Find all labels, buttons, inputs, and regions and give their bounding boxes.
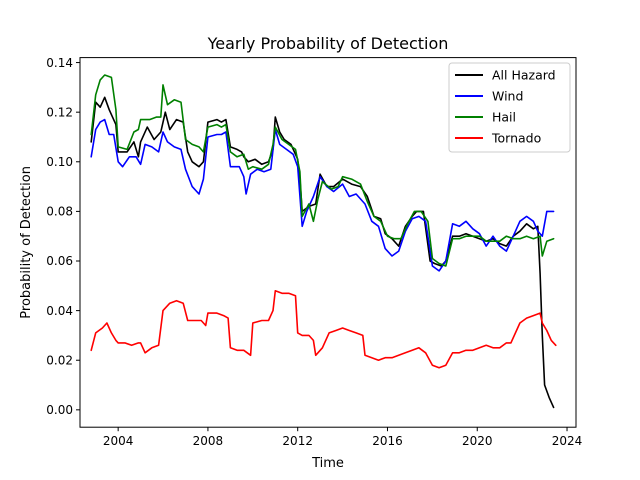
- y-tick-label: 0.04: [46, 304, 73, 318]
- y-tick-label: 0.06: [46, 254, 73, 268]
- x-tick-label: 2008: [193, 434, 224, 448]
- legend-label-tornado: Tornado: [491, 131, 541, 146]
- legend-frame: [448, 62, 571, 153]
- series-line-tornado: [90, 289, 557, 369]
- legend-label-all-hazard: All Hazard: [492, 68, 556, 83]
- y-tick-label: 0.02: [46, 353, 73, 367]
- chart-title: Yearly Probability of Detection: [207, 34, 449, 53]
- series-line-hail: [90, 74, 555, 267]
- series-line-wind: [90, 118, 555, 272]
- x-tick-label: 2016: [372, 434, 403, 448]
- legend: All Hazard Wind Hail Tornado: [448, 62, 571, 153]
- y-tick-label: 0.08: [46, 205, 73, 219]
- y-tick-label: 0.10: [46, 155, 73, 169]
- x-tick-label: 2020: [462, 434, 493, 448]
- y-tick-label: 0.14: [46, 56, 73, 70]
- legend-entries: All Hazard Wind Hail Tornado: [455, 68, 556, 146]
- legend-label-hail: Hail: [492, 110, 516, 125]
- x-tick-label: 2012: [282, 434, 313, 448]
- x-tick-label: 2024: [552, 434, 583, 448]
- y-tick-label: 0.00: [46, 403, 73, 417]
- plot-area: [79, 57, 577, 428]
- x-axis: 2004 2008 2012 2016 2020 2024: [103, 427, 582, 448]
- legend-label-wind: Wind: [492, 89, 523, 104]
- y-tick-label: 0.12: [46, 105, 73, 119]
- x-axis-label: Time: [311, 456, 344, 471]
- series-layer: [90, 74, 557, 409]
- y-axis-label: Probability of Detection: [19, 166, 34, 319]
- y-axis: 0.00 0.02 0.04 0.06 0.08 0.10 0.12 0.14: [46, 56, 80, 417]
- axes-frame: [79, 57, 577, 428]
- x-tick-label: 2004: [103, 434, 134, 448]
